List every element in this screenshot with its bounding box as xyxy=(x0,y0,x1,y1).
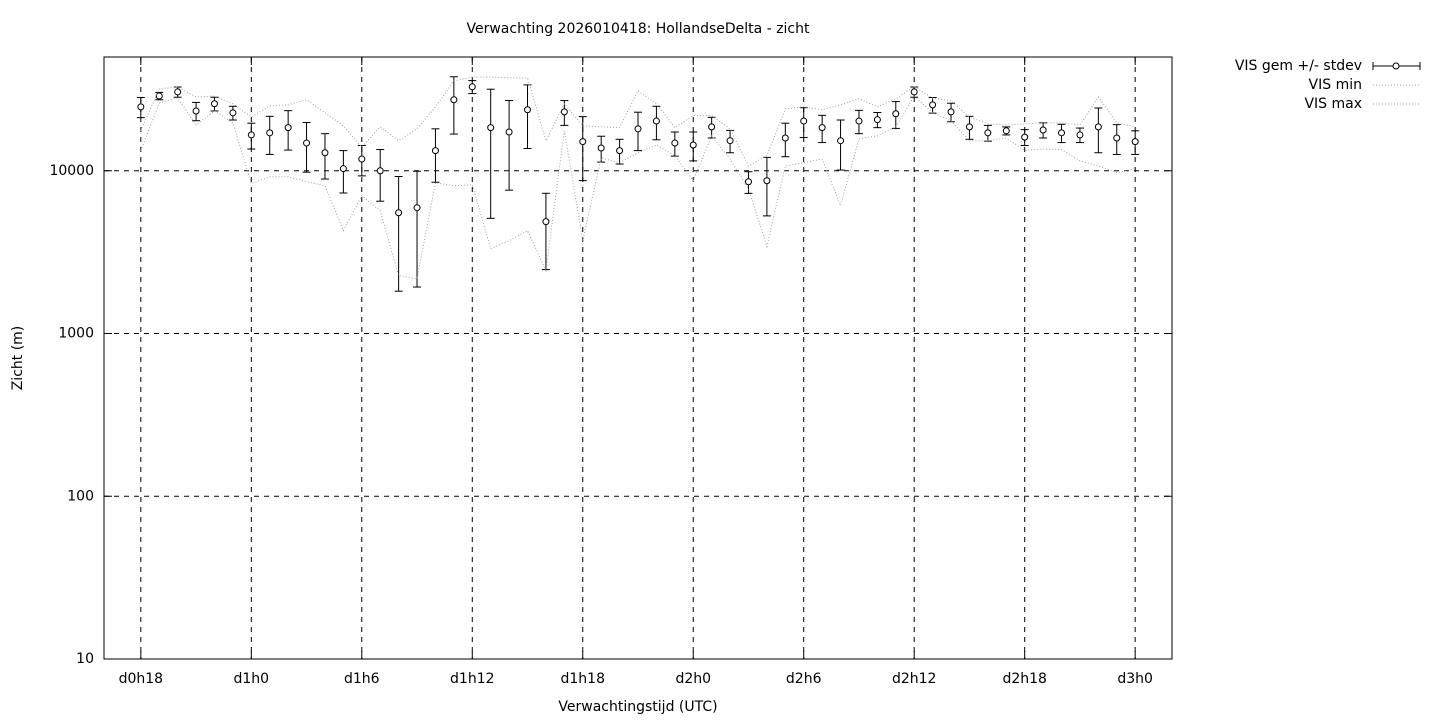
mean-point xyxy=(763,177,771,185)
mean-point xyxy=(542,218,550,226)
mean-point xyxy=(579,138,587,146)
mean-point xyxy=(818,124,826,132)
x-tick-label: d1h18 xyxy=(561,671,605,687)
mean-point xyxy=(634,125,642,133)
error-bar xyxy=(320,133,329,180)
mean-point xyxy=(155,92,163,100)
mean-point xyxy=(1131,138,1139,146)
error-bar xyxy=(836,119,845,171)
mean-point xyxy=(1076,131,1084,139)
mean-point xyxy=(505,128,513,136)
x-tick-label: d0h18 xyxy=(119,671,163,687)
error-bar xyxy=(376,149,385,202)
x-tick-label: d2h18 xyxy=(1002,671,1046,687)
mean-point xyxy=(1094,123,1102,131)
x-tick-label: d2h0 xyxy=(675,671,711,687)
x-axis-label: Verwachtingstijd (UTC) xyxy=(558,699,717,715)
mean-point xyxy=(910,88,918,96)
y-tick-label: 100 xyxy=(67,488,94,504)
error-bar xyxy=(449,76,458,135)
mean-point xyxy=(1039,126,1047,134)
mean-point xyxy=(431,147,439,155)
legend-label: VIS gem +/- stdev xyxy=(1235,58,1362,74)
mean-point xyxy=(947,108,955,116)
mean-point xyxy=(726,137,734,145)
legend-label: VIS max xyxy=(1304,96,1362,112)
x-tick-label: d1h0 xyxy=(234,671,270,687)
mean-point xyxy=(339,165,347,173)
mean-point xyxy=(708,123,716,131)
mean-point xyxy=(929,101,937,109)
mean-point xyxy=(800,117,808,125)
mean-point xyxy=(229,109,237,117)
error-bar xyxy=(394,175,403,292)
error-bar xyxy=(505,100,514,191)
error-bar xyxy=(486,88,495,219)
plot-frame xyxy=(103,56,1173,660)
error-bar xyxy=(302,121,311,173)
y-tick-label: 10 xyxy=(76,651,94,667)
mean-point xyxy=(616,147,624,155)
x-tick-label: d1h6 xyxy=(344,671,380,687)
range-line xyxy=(140,95,1136,280)
y-tick-label: 1000 xyxy=(58,326,94,342)
chart-title: Verwachting 2026010418: HollandseDelta -… xyxy=(466,21,810,37)
x-tick-label: d3h0 xyxy=(1117,671,1153,687)
legend-label: VIS min xyxy=(1309,77,1362,93)
mean-point xyxy=(137,103,145,111)
x-tick-label: d2h12 xyxy=(892,671,936,687)
mean-point xyxy=(247,131,255,139)
x-tick-label: d1h12 xyxy=(450,671,494,687)
mean-point xyxy=(744,178,752,186)
mean-point xyxy=(837,137,845,145)
mean-point xyxy=(1002,127,1010,135)
mean-point xyxy=(781,134,789,142)
mean-point xyxy=(376,167,384,175)
mean-point xyxy=(468,83,476,91)
mean-point xyxy=(413,204,421,212)
error-bar xyxy=(413,170,422,288)
mean-point xyxy=(266,129,274,137)
mean-point xyxy=(284,124,292,132)
mean-point xyxy=(689,141,697,149)
mean-point xyxy=(597,144,605,152)
mean-point xyxy=(652,117,660,125)
error-bar xyxy=(578,116,587,182)
mean-point xyxy=(450,96,458,104)
mean-point xyxy=(965,123,973,131)
mean-point xyxy=(1021,133,1029,141)
mean-point xyxy=(984,129,992,137)
mean-point xyxy=(873,116,881,124)
mean-point xyxy=(321,149,329,157)
mean-point xyxy=(855,117,863,125)
mean-point xyxy=(395,209,403,217)
mean-point xyxy=(524,106,532,114)
mean-point xyxy=(560,108,568,116)
mean-point xyxy=(192,107,200,115)
mean-point xyxy=(303,139,311,147)
mean-point xyxy=(210,100,218,108)
mean-point xyxy=(174,88,182,96)
mean-point xyxy=(671,139,679,147)
error-bar xyxy=(523,84,532,150)
mean-point xyxy=(1113,134,1121,142)
error-bar xyxy=(431,128,440,183)
y-tick-label: 10000 xyxy=(49,163,94,179)
x-tick-label: d2h6 xyxy=(786,671,822,687)
legend-sample xyxy=(1392,62,1400,70)
mean-point xyxy=(358,155,366,163)
mean-point xyxy=(487,124,495,132)
y-axis-label: Zicht (m) xyxy=(10,326,26,391)
mean-point xyxy=(892,110,900,118)
mean-point xyxy=(1058,129,1066,137)
